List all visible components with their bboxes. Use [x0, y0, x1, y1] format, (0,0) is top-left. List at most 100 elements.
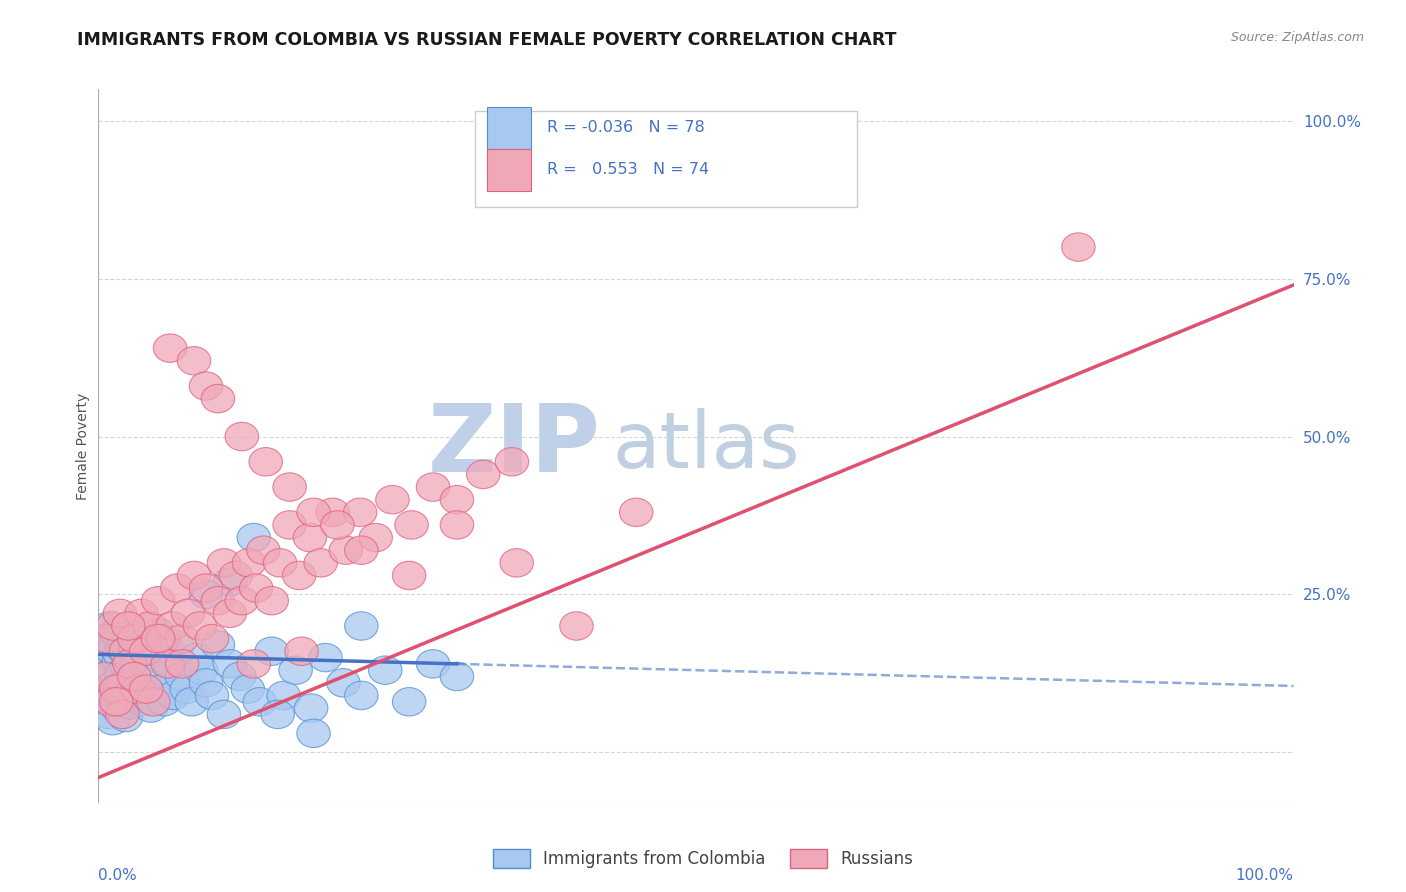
Ellipse shape	[177, 561, 211, 590]
Ellipse shape	[153, 649, 187, 678]
Ellipse shape	[219, 561, 253, 590]
Ellipse shape	[90, 688, 124, 716]
Text: atlas: atlas	[613, 408, 800, 484]
Ellipse shape	[283, 561, 316, 590]
Ellipse shape	[87, 662, 121, 690]
Ellipse shape	[273, 511, 307, 539]
Ellipse shape	[142, 624, 174, 653]
Ellipse shape	[344, 536, 378, 565]
Ellipse shape	[129, 669, 163, 697]
Ellipse shape	[97, 656, 131, 684]
Ellipse shape	[143, 675, 177, 703]
Ellipse shape	[110, 703, 142, 731]
Ellipse shape	[111, 612, 145, 640]
Ellipse shape	[166, 649, 198, 678]
Ellipse shape	[96, 706, 129, 735]
Ellipse shape	[134, 612, 166, 640]
Ellipse shape	[207, 549, 240, 577]
Ellipse shape	[174, 688, 208, 716]
Ellipse shape	[103, 640, 136, 669]
Ellipse shape	[180, 643, 214, 672]
Ellipse shape	[129, 637, 163, 665]
Ellipse shape	[121, 681, 155, 710]
Ellipse shape	[195, 624, 229, 653]
Text: 100.0%: 100.0%	[1236, 869, 1294, 883]
Ellipse shape	[136, 656, 170, 684]
Ellipse shape	[207, 700, 240, 729]
Ellipse shape	[160, 631, 194, 659]
Y-axis label: Female Poverty: Female Poverty	[76, 392, 90, 500]
Ellipse shape	[105, 700, 139, 729]
Text: R = -0.036   N = 78: R = -0.036 N = 78	[547, 120, 704, 135]
Ellipse shape	[118, 624, 150, 653]
Ellipse shape	[111, 665, 145, 694]
Ellipse shape	[225, 422, 259, 450]
Ellipse shape	[238, 649, 270, 678]
Ellipse shape	[262, 700, 294, 729]
Ellipse shape	[201, 587, 235, 615]
Text: ZIP: ZIP	[427, 400, 600, 492]
Ellipse shape	[107, 672, 141, 700]
Ellipse shape	[214, 649, 246, 678]
Ellipse shape	[560, 612, 593, 640]
Ellipse shape	[359, 524, 392, 552]
Ellipse shape	[1062, 233, 1095, 261]
Ellipse shape	[278, 656, 312, 684]
Ellipse shape	[94, 688, 127, 716]
Ellipse shape	[214, 567, 246, 596]
Ellipse shape	[214, 599, 246, 628]
Ellipse shape	[118, 662, 150, 690]
Ellipse shape	[156, 612, 190, 640]
FancyBboxPatch shape	[486, 149, 531, 191]
Ellipse shape	[100, 669, 134, 697]
Ellipse shape	[172, 599, 205, 628]
Ellipse shape	[225, 587, 259, 615]
Text: Source: ZipAtlas.com: Source: ZipAtlas.com	[1230, 31, 1364, 45]
Ellipse shape	[177, 346, 211, 375]
Ellipse shape	[501, 549, 533, 577]
Ellipse shape	[440, 485, 474, 514]
Ellipse shape	[111, 653, 143, 681]
Ellipse shape	[440, 511, 474, 539]
Ellipse shape	[195, 681, 229, 710]
Ellipse shape	[90, 624, 124, 653]
Ellipse shape	[166, 662, 198, 690]
Ellipse shape	[368, 656, 402, 684]
Ellipse shape	[620, 498, 652, 526]
Text: 0.0%: 0.0%	[98, 869, 138, 883]
Ellipse shape	[127, 631, 160, 659]
Ellipse shape	[304, 549, 337, 577]
Ellipse shape	[297, 498, 330, 526]
Ellipse shape	[392, 561, 426, 590]
Ellipse shape	[101, 694, 135, 723]
FancyBboxPatch shape	[475, 111, 858, 207]
Ellipse shape	[150, 649, 184, 678]
Ellipse shape	[329, 536, 363, 565]
Ellipse shape	[114, 690, 148, 719]
Ellipse shape	[395, 511, 429, 539]
Ellipse shape	[121, 675, 155, 703]
Ellipse shape	[91, 700, 125, 729]
Ellipse shape	[96, 612, 129, 640]
Ellipse shape	[316, 498, 350, 526]
Ellipse shape	[157, 681, 190, 710]
Ellipse shape	[94, 681, 128, 710]
Ellipse shape	[94, 675, 127, 703]
Ellipse shape	[309, 643, 342, 672]
Ellipse shape	[238, 524, 270, 552]
Ellipse shape	[146, 624, 180, 653]
Ellipse shape	[249, 448, 283, 476]
Ellipse shape	[105, 659, 139, 688]
Ellipse shape	[112, 649, 146, 678]
Ellipse shape	[129, 675, 163, 703]
Ellipse shape	[118, 675, 150, 703]
Ellipse shape	[263, 549, 297, 577]
Ellipse shape	[125, 599, 159, 628]
Ellipse shape	[239, 574, 273, 602]
Ellipse shape	[344, 612, 378, 640]
Ellipse shape	[105, 634, 139, 662]
Ellipse shape	[246, 536, 280, 565]
Ellipse shape	[416, 649, 450, 678]
Ellipse shape	[267, 681, 301, 710]
Ellipse shape	[125, 688, 159, 716]
